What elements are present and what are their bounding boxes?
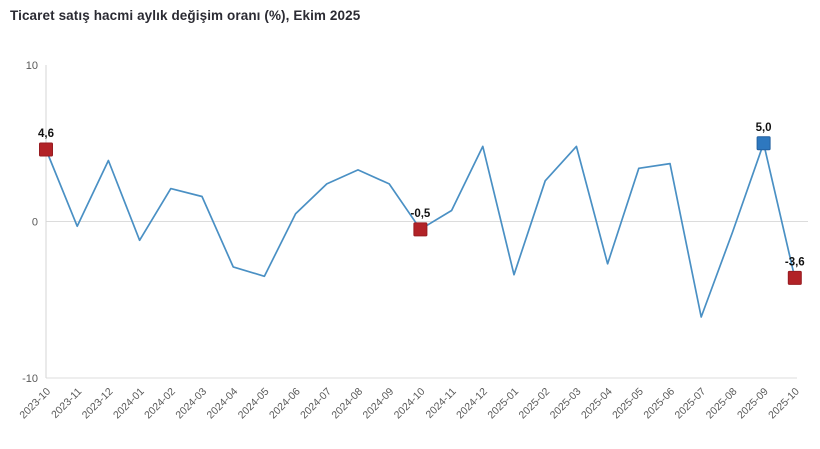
x-tick-label: 2024-03 (173, 386, 209, 422)
x-tick-label: 2023-12 (80, 386, 116, 422)
x-tick-label: 2024-08 (329, 386, 365, 422)
x-tick-label: 2025-06 (641, 386, 677, 422)
data-point-marker (413, 222, 428, 237)
data-point-marker (39, 142, 53, 157)
x-tick-label: 2025-02 (517, 386, 553, 422)
x-tick-label: 2025-01 (485, 386, 521, 422)
x-tick-label: 2024-02 (142, 386, 178, 422)
x-tick-label: 2024-10 (392, 386, 428, 422)
data-point-label: 4,6 (38, 128, 54, 140)
data-point-label: 5,0 (756, 122, 772, 134)
x-tick-label: 2024-09 (361, 386, 397, 422)
y-tick-label: 10 (26, 60, 38, 72)
x-tick-label: 2024-01 (111, 386, 147, 422)
x-tick-label: 2024-11 (424, 386, 459, 421)
x-tick-label: 2023-11 (49, 386, 84, 421)
data-point-label: -0,5 (410, 208, 430, 220)
data-point-marker (756, 136, 771, 151)
x-tick-label: 2025-04 (579, 386, 615, 422)
x-tick-label: 2025-10 (766, 386, 802, 422)
x-tick-label: 2024-07 (298, 386, 334, 422)
y-tick-label: 0 (32, 217, 38, 229)
x-tick-label: 2025-07 (673, 386, 709, 422)
x-tick-label: 2025-08 (704, 386, 740, 422)
x-tick-label: 2024-05 (236, 386, 272, 422)
x-tick-label: 2025-03 (548, 386, 584, 422)
data-point-label: -3,6 (785, 256, 805, 268)
y-tick-label: -10 (22, 373, 38, 385)
x-tick-label: 2024-06 (267, 386, 303, 422)
x-tick-label: 2024-12 (454, 386, 490, 422)
x-tick-label: 2025-05 (610, 386, 646, 422)
data-point-marker (787, 270, 802, 285)
x-tick-label: 2025-09 (735, 386, 771, 422)
x-tick-label: 2023-10 (17, 386, 53, 422)
x-tick-label: 2024-04 (205, 386, 241, 422)
chart-title: Ticaret satış hacmi aylık değişim oranı … (10, 8, 361, 23)
